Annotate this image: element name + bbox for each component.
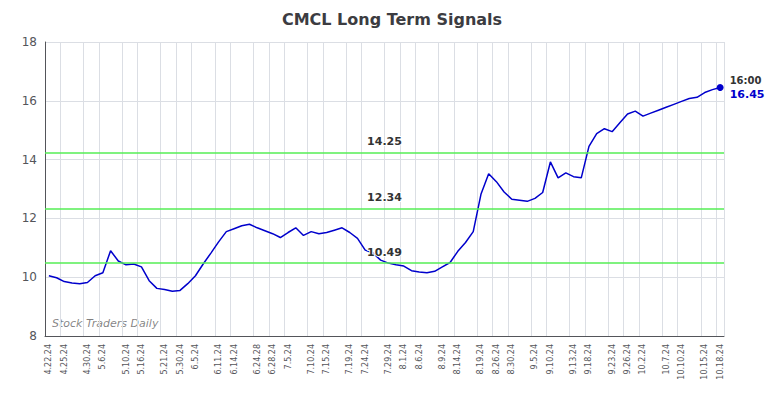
svg-text:12: 12	[22, 211, 37, 225]
svg-text:6.24.28: 6.24.28	[253, 344, 262, 375]
svg-text:12.34: 12.34	[367, 191, 402, 204]
svg-text:16:00: 16:00	[730, 75, 762, 86]
svg-text:6.11.24: 6.11.24	[214, 344, 223, 375]
svg-text:8.30.24: 8.30.24	[507, 344, 516, 375]
svg-text:10.7.24: 10.7.24	[662, 344, 671, 375]
svg-text:10.10.24: 10.10.24	[677, 344, 686, 380]
svg-text:16.45: 16.45	[730, 88, 765, 101]
svg-text:9.5.24: 9.5.24	[530, 344, 539, 369]
svg-text:8.9.24: 8.9.24	[438, 344, 447, 369]
svg-text:10.18.24: 10.18.24	[716, 344, 725, 380]
svg-text:9.18.24: 9.18.24	[584, 344, 593, 375]
svg-text:9.13.24: 9.13.24	[569, 344, 578, 375]
svg-text:7.10.24: 7.10.24	[307, 344, 316, 375]
svg-text:8.26.24: 8.26.24	[492, 344, 501, 375]
svg-text:7.5.24: 7.5.24	[284, 344, 293, 369]
svg-text:8.14.24: 8.14.24	[453, 344, 462, 375]
svg-text:7.15.24: 7.15.24	[322, 344, 331, 375]
svg-text:9.23.24: 9.23.24	[608, 344, 617, 375]
svg-text:7.19.24: 7.19.24	[345, 344, 354, 375]
svg-text:7.29.24: 7.29.24	[384, 344, 393, 375]
svg-text:10.2.24: 10.2.24	[638, 344, 647, 375]
svg-text:CMCL Long Term Signals: CMCL Long Term Signals	[282, 10, 502, 29]
svg-text:5.6.24: 5.6.24	[98, 344, 107, 369]
svg-text:16: 16	[22, 94, 37, 108]
svg-text:6.28.24: 6.28.24	[268, 344, 277, 375]
svg-text:10.15.24: 10.15.24	[700, 344, 709, 380]
svg-text:6.5.24: 6.5.24	[191, 344, 200, 369]
svg-text:10.49: 10.49	[367, 246, 402, 259]
svg-text:14.25: 14.25	[367, 135, 402, 148]
svg-text:4.22.24: 4.22.24	[44, 344, 53, 375]
svg-text:5.21.24: 5.21.24	[160, 344, 169, 375]
svg-text:6.14.24: 6.14.24	[230, 344, 239, 375]
svg-text:4.30.24: 4.30.24	[83, 344, 92, 375]
svg-text:Stock Traders Daily: Stock Traders Daily	[52, 317, 159, 330]
svg-text:18: 18	[22, 35, 37, 49]
svg-text:5.30.24: 5.30.24	[176, 344, 185, 375]
svg-text:4.25.24: 4.25.24	[60, 344, 69, 375]
svg-text:8.1.24: 8.1.24	[399, 344, 408, 369]
svg-text:9.10.24: 9.10.24	[546, 344, 555, 375]
svg-text:8: 8	[29, 329, 37, 343]
svg-text:7.24.24: 7.24.24	[361, 344, 370, 375]
svg-text:5.16.24: 5.16.24	[137, 344, 146, 375]
svg-text:14: 14	[22, 153, 37, 167]
svg-text:8.6.24: 8.6.24	[415, 344, 424, 369]
svg-text:10: 10	[22, 270, 37, 284]
svg-text:8.19.24: 8.19.24	[476, 344, 485, 375]
svg-text:9.26.24: 9.26.24	[623, 344, 632, 375]
svg-text:5.10.24: 5.10.24	[122, 344, 131, 375]
